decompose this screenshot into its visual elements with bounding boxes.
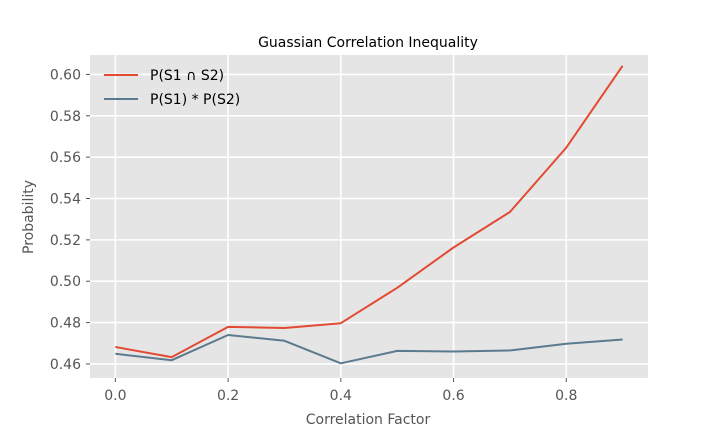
y-tick-label: 0.48 xyxy=(50,316,81,332)
legend-label-1: P(S1 ∩ S2) xyxy=(150,68,224,84)
x-tick-label: 0.6 xyxy=(442,388,464,404)
legend-label-2: P(S1) * P(S2) xyxy=(150,92,240,108)
series-line-2 xyxy=(115,334,623,365)
y-tick-label: 0.54 xyxy=(50,192,81,208)
y-tick-label: 0.60 xyxy=(50,67,81,83)
x-tick-label: 0.0 xyxy=(104,388,126,404)
chart-title: Guassian Correlation Inequality xyxy=(258,35,478,51)
x-axis-label: Correlation Factor xyxy=(306,412,431,428)
y-tick-label: 0.46 xyxy=(50,357,81,373)
x-tick-label: 0.4 xyxy=(330,388,352,404)
grid xyxy=(90,55,648,378)
y-tick-label: 0.56 xyxy=(50,150,81,166)
plot-area xyxy=(90,55,648,378)
y-axis-ticks: 0.46 0.48 0.50 0.52 0.54 0.56 0.58 0.60 xyxy=(50,67,90,373)
x-tick-label: 0.2 xyxy=(217,388,239,404)
series-lines xyxy=(115,65,624,365)
y-axis-label: Probability xyxy=(21,180,37,254)
x-tick-label: 0.8 xyxy=(555,388,577,404)
x-axis-ticks: 0.0 0.2 0.4 0.6 0.8 xyxy=(104,378,577,404)
y-tick-label: 0.50 xyxy=(50,274,81,290)
legend: P(S1 ∩ S2) P(S1) * P(S2) xyxy=(104,68,240,108)
series-line-1 xyxy=(115,65,624,359)
y-tick-label: 0.58 xyxy=(50,109,81,125)
y-tick-label: 0.52 xyxy=(50,233,81,249)
